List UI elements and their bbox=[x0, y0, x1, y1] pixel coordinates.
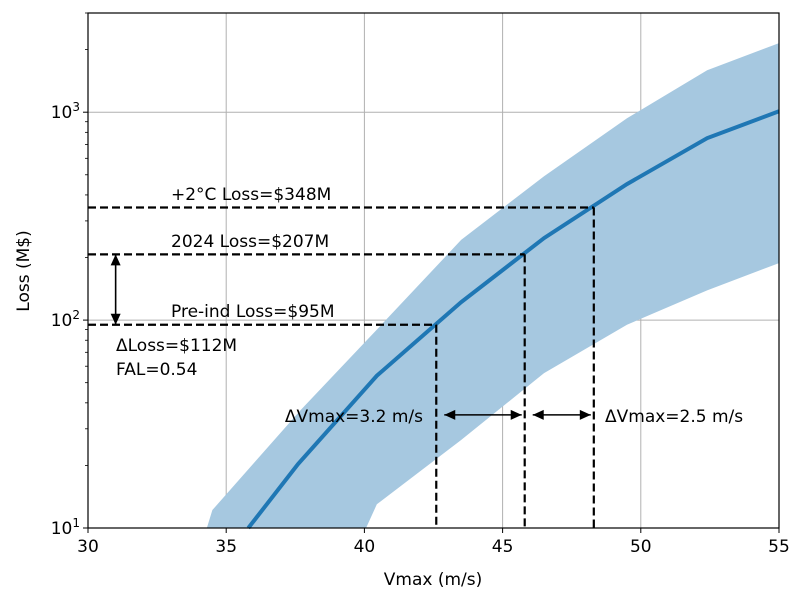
ticks: 30 35 40 45 50 55 101 102 103 bbox=[51, 12, 790, 557]
fal-label: FAL=0.54 bbox=[116, 360, 197, 380]
x-tick-label: 30 bbox=[77, 537, 99, 557]
plot-frame bbox=[87, 12, 780, 529]
x-axis-label: Vmax (m/s) bbox=[384, 570, 482, 590]
x-tick-label: 45 bbox=[492, 537, 514, 557]
x-tick-label: 40 bbox=[354, 537, 376, 557]
delta-vmax-1-label: ΔVmax=3.2 m/s bbox=[285, 407, 423, 427]
x-tick-label: 50 bbox=[630, 537, 652, 557]
delta-vmax-2-arrow bbox=[532, 409, 591, 420]
delta-loss-label: ΔLoss=$112M bbox=[116, 336, 237, 356]
arrow-head-icon bbox=[579, 409, 591, 420]
reference-lines bbox=[88, 206, 595, 528]
delta-vmax-2-label: ΔVmax=2.5 m/s bbox=[605, 407, 743, 427]
delta-vmax-1-arrow bbox=[444, 409, 522, 420]
ref-label-preind: Pre-ind Loss=$95M bbox=[171, 302, 335, 322]
uncertainty-band bbox=[206, 43, 780, 529]
arrow-head-icon bbox=[110, 254, 121, 266]
y-tick-label: 101 bbox=[51, 516, 80, 539]
arrow-head-icon bbox=[510, 409, 522, 420]
ref-label-plus2c: +2°C Loss=$348M bbox=[171, 185, 331, 205]
ref-label-2024: 2024 Loss=$207M bbox=[171, 232, 329, 252]
arrow-head-icon bbox=[444, 409, 456, 420]
x-tick-label: 55 bbox=[768, 537, 790, 557]
arrows bbox=[110, 254, 591, 420]
series-line bbox=[246, 109, 780, 530]
y-tick-label: 103 bbox=[51, 100, 80, 123]
arrow-head-icon bbox=[110, 313, 121, 325]
y-axis-label: Loss (M$) bbox=[14, 230, 34, 311]
delta-loss-arrow bbox=[110, 254, 121, 325]
y-tick-label: 102 bbox=[51, 308, 80, 331]
x-tick-label: 35 bbox=[215, 537, 237, 557]
arrow-head-icon bbox=[532, 409, 544, 420]
